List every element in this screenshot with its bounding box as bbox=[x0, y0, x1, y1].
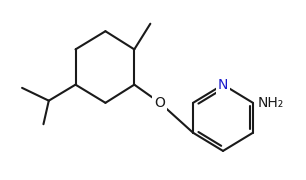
Text: O: O bbox=[155, 96, 165, 110]
Text: NH₂: NH₂ bbox=[257, 96, 283, 110]
Text: N: N bbox=[218, 78, 228, 92]
